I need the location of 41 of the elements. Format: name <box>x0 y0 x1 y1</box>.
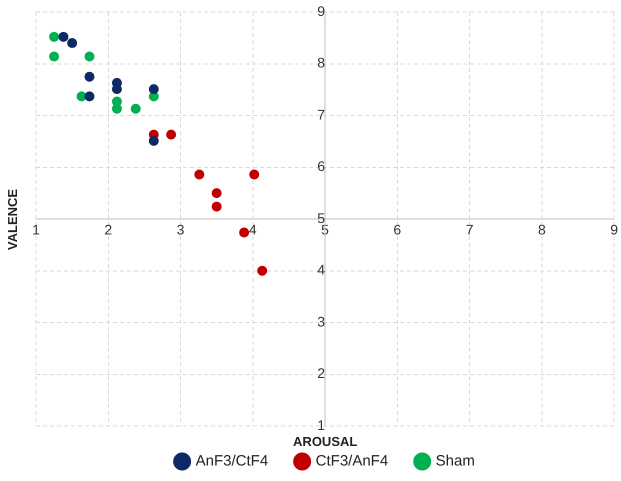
point <box>249 169 260 180</box>
y-tick-label: 1 <box>317 416 326 433</box>
point <box>112 84 122 94</box>
legend-label: AnF3/CtF4 <box>196 452 268 470</box>
y-tick-label: 9 <box>317 2 326 19</box>
point <box>67 38 78 48</box>
point <box>84 91 94 102</box>
point <box>148 84 159 94</box>
x-axis-title: AROUSAL <box>293 434 358 449</box>
y-tick-label: 2 <box>317 365 326 382</box>
x-tick-label: 7 <box>466 221 474 238</box>
x-tick-label: 6 <box>393 221 402 238</box>
y-tick-label: 6 <box>317 158 326 174</box>
x-tick-label: 8 <box>538 221 546 238</box>
point <box>239 227 250 238</box>
x-tick-label: 9 <box>610 221 618 238</box>
point <box>49 32 60 42</box>
point <box>166 130 176 140</box>
y-tick-label: 8 <box>317 54 326 71</box>
point <box>212 202 222 212</box>
point <box>112 104 122 114</box>
point <box>212 188 222 198</box>
point <box>58 32 68 42</box>
legend-label: CtF3/AnF4 <box>316 452 388 470</box>
point <box>84 72 94 82</box>
point <box>148 136 159 146</box>
x-tick-label: 2 <box>104 221 112 238</box>
x-tick-label: 3 <box>176 221 185 238</box>
x-tick-label: 4 <box>248 221 257 238</box>
y-tick-label: 4 <box>317 262 326 278</box>
y-tick-label: 5 <box>317 210 326 226</box>
point <box>257 266 268 276</box>
x-tick-label: 1 <box>32 221 40 238</box>
legend-label: Sham <box>436 452 475 470</box>
point <box>194 169 204 180</box>
y-tick-label: 7 <box>317 106 326 122</box>
y-axis-title: VALENCE <box>4 188 20 250</box>
point <box>130 104 141 114</box>
point <box>49 52 60 62</box>
y-tick-label: 3 <box>317 313 326 330</box>
point <box>84 52 94 62</box>
